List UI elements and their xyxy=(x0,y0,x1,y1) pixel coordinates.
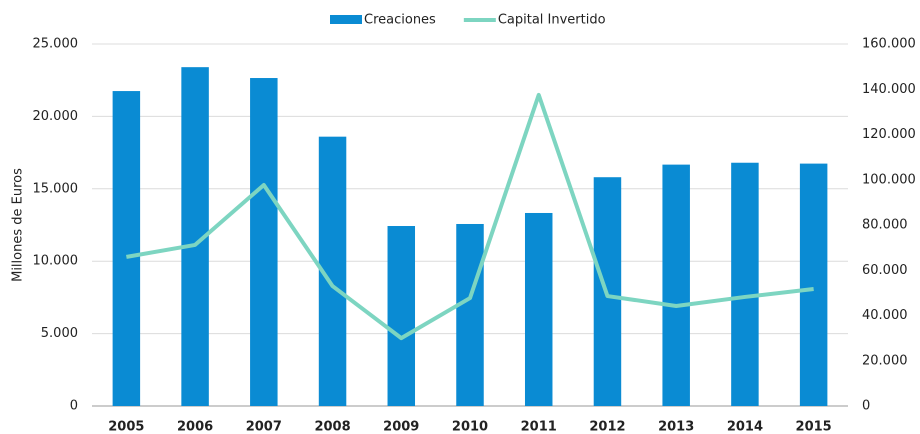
bar xyxy=(112,91,141,406)
y2-tick-label: 0 xyxy=(862,399,870,414)
x-tick-label: 2006 xyxy=(177,420,213,434)
y2-tick-label: 160.000 xyxy=(862,37,916,52)
bar xyxy=(250,78,278,406)
y2-tick-label: 60.000 xyxy=(862,263,908,278)
y-tick-label: 20.000 xyxy=(33,109,79,124)
x-tick-label: 2009 xyxy=(383,420,419,434)
bar xyxy=(387,226,416,406)
y2-tick-label: 80.000 xyxy=(862,218,908,233)
y-tick-label: 15.000 xyxy=(33,181,79,196)
y2-tick-label: 100.000 xyxy=(862,172,916,187)
x-tick-label: 2012 xyxy=(589,420,625,434)
x-tick-label: 2008 xyxy=(314,420,350,434)
y2-tick-label: 140.000 xyxy=(862,82,916,97)
bar xyxy=(662,164,690,406)
y-axis-label: Millones de Euros xyxy=(11,168,26,282)
x-tick-label: 2005 xyxy=(108,420,144,434)
y-tick-label: 10.000 xyxy=(33,254,79,269)
legend-swatch xyxy=(330,15,362,24)
legend-label: Creaciones xyxy=(364,13,436,28)
y2-tick-label: 20.000 xyxy=(862,353,908,368)
y-tick-label: 5.000 xyxy=(41,326,78,341)
y2-tick-label: 120.000 xyxy=(862,127,916,142)
x-tick-label: 2014 xyxy=(727,420,763,434)
legend-label: Capital Invertido xyxy=(498,13,606,28)
y-tick-label: 25.000 xyxy=(33,37,79,52)
bar xyxy=(524,212,553,406)
x-tick-label: 2007 xyxy=(246,420,282,434)
y2-tick-label: 40.000 xyxy=(862,308,908,323)
x-tick-label: 2015 xyxy=(796,420,832,434)
x-tick-label: 2010 xyxy=(452,420,488,434)
x-tick-label: 2011 xyxy=(521,420,557,434)
x-tick-label: 2013 xyxy=(658,420,694,434)
line xyxy=(126,92,814,341)
bar xyxy=(456,223,484,406)
y-tick-label: 0 xyxy=(70,399,78,414)
bar xyxy=(731,162,759,406)
bar xyxy=(799,163,828,406)
